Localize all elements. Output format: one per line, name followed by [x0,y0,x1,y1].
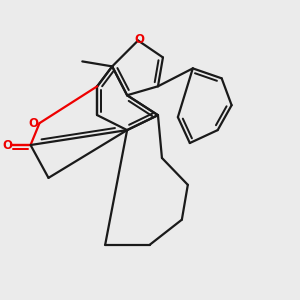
Text: O: O [3,139,13,152]
Text: O: O [134,32,145,46]
Text: O: O [28,117,38,130]
